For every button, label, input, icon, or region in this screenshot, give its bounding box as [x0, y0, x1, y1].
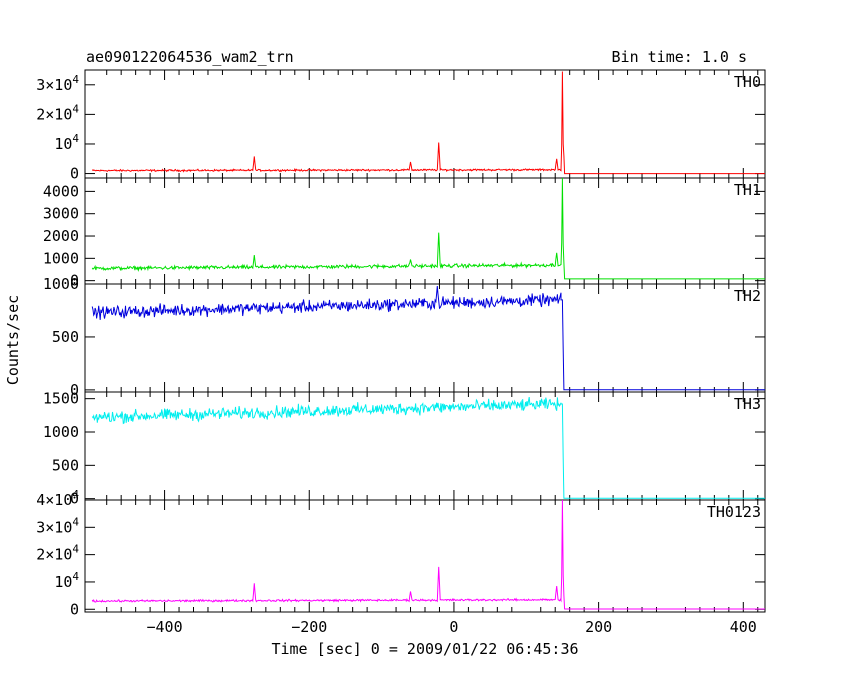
y-tick-label: 3000 — [43, 205, 79, 223]
y-tick-label: 0 — [70, 600, 79, 618]
x-tick-label: −200 — [291, 618, 327, 636]
series-line-th0123 — [91, 499, 765, 610]
y-tick-label: 3×104 — [36, 73, 79, 94]
y-tick-label: 1500 — [43, 390, 79, 408]
x-tick-label: −400 — [147, 618, 183, 636]
x-tick-label: 400 — [730, 618, 757, 636]
series-line-th2 — [91, 286, 765, 391]
panel-frame — [84, 69, 766, 179]
y-tick-label: 2×104 — [36, 543, 79, 564]
x-tick-label: 0 — [449, 618, 458, 636]
panel-frame — [84, 499, 766, 613]
panel-label: TH2 — [734, 287, 761, 305]
y-tick-label: 4000 — [43, 182, 79, 200]
x-tick-label: 200 — [585, 618, 612, 636]
y-tick-label: 500 — [52, 456, 79, 474]
panel-th0: 0 104 2×104 3×104 TH0 — [36, 69, 766, 183]
series-line-th0 — [91, 71, 765, 175]
y-tick-label: 2×104 — [36, 102, 79, 123]
chart-title: ae090122064536_wam2_trn — [86, 48, 294, 66]
y-axis-label: Counts/sec — [4, 295, 22, 385]
y-tick-label: 0 — [70, 381, 79, 399]
y-tick-label: 0 — [70, 165, 79, 183]
x-axis-label: Time [sec] 0 = 2009/01/22 06:45:36 — [271, 640, 578, 658]
y-tick-label: 1000 — [43, 249, 79, 267]
y-tick-label: 4×104 — [36, 488, 79, 509]
y-tick-label: 3×104 — [36, 515, 79, 536]
y-tick-label: 0 — [70, 490, 79, 508]
y-tick-label: 2000 — [43, 227, 79, 245]
bin-time-label: Bin time: 1.0 s — [612, 48, 747, 66]
panel-th2: 0 500 1000 TH2 — [43, 275, 766, 399]
y-tick-label: 104 — [54, 570, 79, 591]
panel-label: TH3 — [734, 395, 761, 413]
panel-th3: 0 500 1000 1500 TH3 — [43, 390, 766, 508]
panel-frame — [84, 391, 766, 501]
y-tick-label: 1000 — [43, 423, 79, 441]
panel-th0123: 0 104 2×104 3×104 4×104 TH0123 — [36, 488, 766, 618]
series-line-th3 — [91, 397, 765, 499]
panel-label: TH0 — [734, 73, 761, 91]
series-line-th1 — [91, 177, 765, 280]
panel-label: TH0123 — [707, 503, 761, 521]
y-tick-label: 0 — [70, 272, 79, 290]
y-tick-label: 500 — [52, 328, 79, 346]
panel-label: TH1 — [734, 181, 761, 199]
y-tick-label: 104 — [54, 132, 79, 153]
y-tick-label: 1000 — [43, 275, 79, 293]
